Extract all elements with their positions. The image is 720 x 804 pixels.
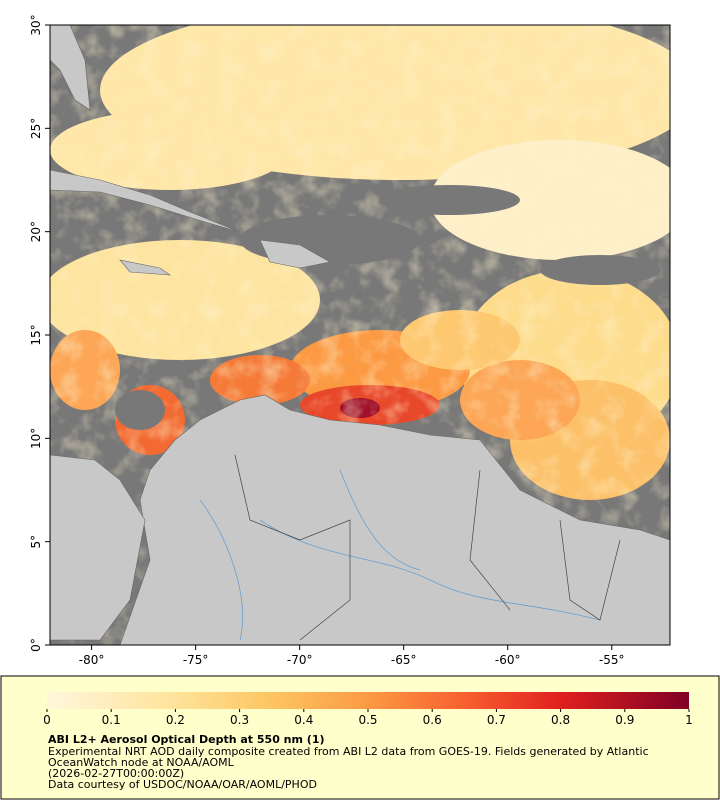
y-tick-label: 20° xyxy=(29,221,43,242)
colorbar xyxy=(47,692,689,709)
x-tick-label: -80° xyxy=(79,653,105,667)
caption-line: (2026-02-27T00:00:00Z) xyxy=(48,767,184,780)
colorbar-tick-label: 0.1 xyxy=(102,713,121,727)
x-tick-label: -55° xyxy=(599,653,625,667)
y-tick-label: 0° xyxy=(29,638,43,652)
y-tick-label: 5° xyxy=(29,535,43,549)
x-tick-label: -60° xyxy=(495,653,521,667)
y-tick-label: 25° xyxy=(29,118,43,139)
colorbar-tick-label: 0.4 xyxy=(294,713,313,727)
caption-line: OceanWatch node at NOAA/AOML xyxy=(48,756,235,769)
caption-line: Experimental NRT AOD daily composite cre… xyxy=(48,745,649,758)
y-tick-label: 30° xyxy=(29,14,43,35)
colorbar-tick-label: 0.6 xyxy=(423,713,442,727)
colorbar-tick-label: 0.2 xyxy=(166,713,185,727)
map xyxy=(50,25,670,645)
x-tick-label: -75° xyxy=(183,653,209,667)
colorbar-tick-label: 0.7 xyxy=(487,713,506,727)
colorbar-tick-label: 0.8 xyxy=(551,713,570,727)
rivers xyxy=(199,469,601,641)
colorbar-tick-label: 0.3 xyxy=(230,713,249,727)
x-tick-label: -65° xyxy=(391,653,417,667)
colorbar-tick-label: 1 xyxy=(685,713,693,727)
y-tick-label: 15° xyxy=(29,324,43,345)
colorbar-tick-label: 0.5 xyxy=(358,713,377,727)
caption-line: Data courtesy of USDOC/NOAA/OAR/AOML/PHO… xyxy=(48,778,317,791)
land xyxy=(50,25,670,645)
borders xyxy=(234,454,621,641)
colorbar-tick-label: 0 xyxy=(43,713,51,727)
axes: 0° 5° 10° 15° 20° 25° 30° -80° -75° -70° -65° -60° -… xyxy=(29,14,625,667)
y-tick-label: 10° xyxy=(29,428,43,449)
colorbar-ticks: 0 0.1 0.2 0.3 0.4 0.5 0.6 0.7 0.8 0.9 1 xyxy=(43,709,693,727)
x-tick-label: -70° xyxy=(287,653,313,667)
colorbar-tick-label: 0.9 xyxy=(615,713,634,727)
caption-title: ABI L2+ Aerosol Optical Depth at 550 nm … xyxy=(48,733,325,746)
